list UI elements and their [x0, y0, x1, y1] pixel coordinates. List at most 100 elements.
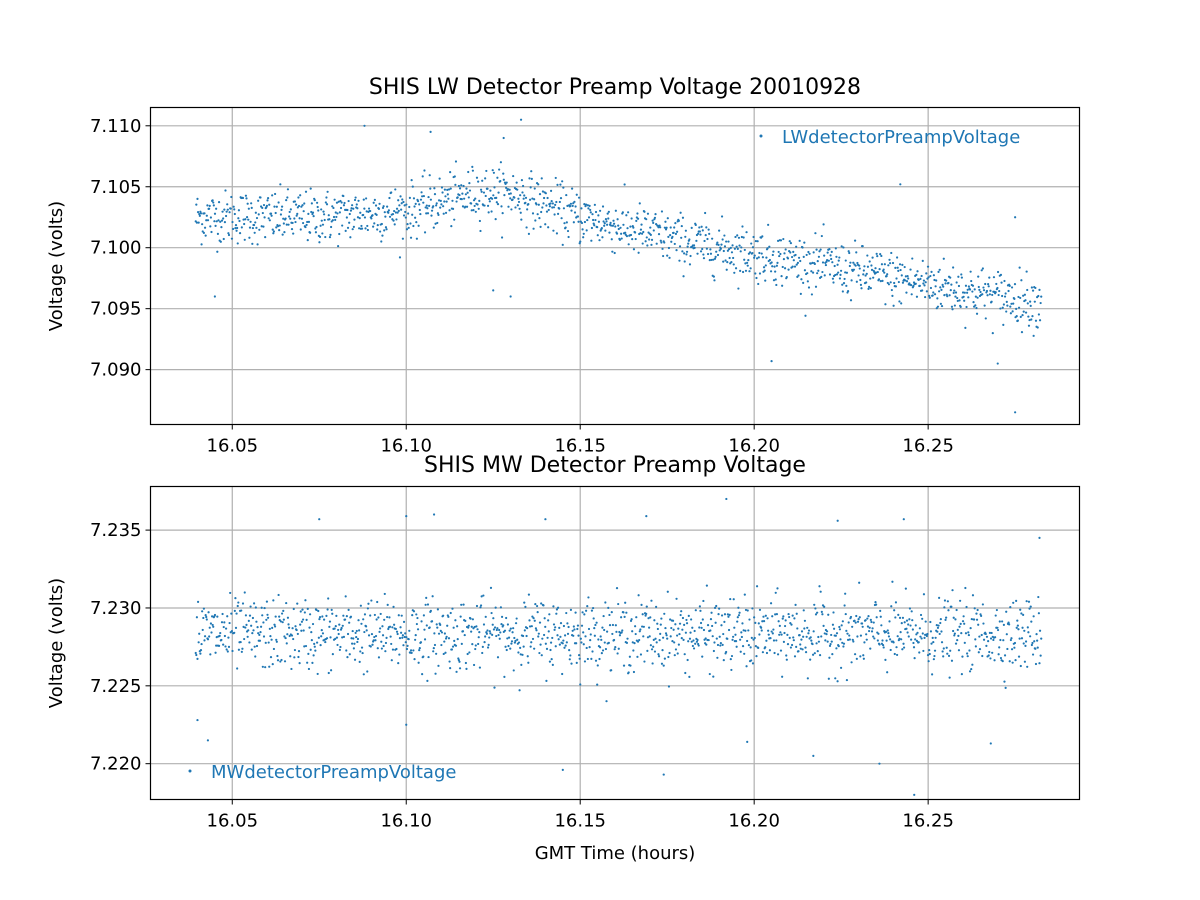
mw-data-point — [1002, 639, 1005, 642]
mw-data-point — [692, 639, 695, 642]
lw-data-point — [976, 296, 979, 299]
lw-data-point — [358, 217, 361, 220]
mw-data-point — [482, 623, 486, 626]
mw-data-point — [828, 656, 831, 659]
mw-data-point — [219, 631, 222, 635]
mw-data-point — [754, 645, 757, 648]
mw-data-point — [477, 642, 480, 646]
mw-data-point — [712, 675, 715, 678]
mw-data-point — [583, 660, 587, 663]
lw-data-point — [736, 234, 739, 237]
mw-data-point — [814, 607, 817, 610]
mw-data-point — [600, 652, 603, 655]
mw-data-point — [302, 629, 305, 632]
mw-data-point — [928, 652, 931, 656]
lw-data-point — [324, 201, 327, 204]
lw-data-point — [203, 212, 206, 215]
mw-data-point — [400, 614, 403, 617]
mw-data-point — [1005, 610, 1008, 613]
lw-data-point — [414, 202, 417, 206]
lw-data-point — [1003, 295, 1007, 298]
lw-data-point — [748, 251, 752, 254]
mw-data-point — [344, 595, 347, 598]
mw-data-point — [897, 613, 900, 616]
mw-data-point — [835, 647, 838, 650]
mw-data-point — [837, 645, 840, 648]
lw-data-point — [1025, 270, 1028, 273]
lw-data-point — [937, 270, 940, 273]
mw-data-point — [328, 620, 332, 623]
lw-data-point — [699, 233, 702, 236]
mw-data-point — [463, 633, 466, 637]
mw-data-point — [579, 637, 582, 640]
mw-data-point — [878, 643, 881, 646]
lw-data-point — [204, 234, 207, 237]
lw-data-point — [400, 208, 403, 211]
mw-data-point — [640, 603, 643, 606]
lw-data-point — [363, 124, 366, 127]
lw-data-point — [288, 210, 291, 214]
mw-data-point — [437, 632, 441, 635]
mw-data-point — [778, 633, 781, 636]
lw-data-point — [219, 220, 222, 223]
lw-data-point — [882, 268, 885, 271]
lw-data-point — [610, 238, 613, 241]
lw-data-point — [858, 264, 861, 267]
lw-data-point — [627, 243, 630, 246]
lw-grid — [150, 107, 1080, 425]
lw-data-point — [814, 285, 818, 288]
mw-data-point — [565, 611, 568, 615]
mw-data-point — [594, 659, 598, 662]
lw-data-point — [472, 199, 476, 202]
mw-data-point — [210, 615, 214, 618]
lw-data-point — [326, 190, 329, 193]
mw-data-point — [457, 657, 460, 660]
lw-data-point — [762, 266, 766, 269]
lw-data-point — [251, 242, 254, 245]
lw-data-point — [271, 194, 274, 197]
lw-data-point — [263, 216, 266, 219]
lw-data-point — [723, 245, 727, 248]
lw-data-point — [594, 218, 597, 222]
lw-data-point — [548, 205, 552, 208]
mw-data-point — [489, 586, 493, 589]
lw-y-axis-label: Voltage (volts) — [46, 201, 67, 331]
lw-data-point — [603, 222, 606, 225]
lw-data-point — [941, 283, 944, 286]
lw-data-point — [966, 291, 969, 294]
mw-data-point — [957, 634, 960, 638]
mw-data-point — [892, 641, 895, 644]
mw-data-point — [273, 623, 276, 626]
mw-data-point — [519, 646, 522, 650]
mw-data-point — [732, 635, 735, 638]
mw-data-point — [1038, 536, 1041, 539]
mw-data-point — [233, 631, 236, 634]
mw-data-point — [223, 634, 227, 638]
mw-data-point — [211, 623, 214, 627]
mw-data-point — [231, 649, 234, 653]
lw-data-point — [409, 222, 412, 225]
mw-data-point — [414, 638, 417, 641]
mw-data-point — [764, 646, 767, 649]
lw-data-point — [566, 204, 569, 207]
lw-data-point — [985, 289, 989, 293]
lw-data-point — [590, 239, 593, 242]
mw-data-point — [1011, 661, 1014, 664]
lw-data-point — [764, 264, 767, 267]
lw-data-point — [1010, 286, 1014, 289]
lw-data-point — [720, 243, 723, 246]
lw-data-point — [773, 265, 776, 268]
lw-data-point — [392, 219, 395, 222]
mw-data-point — [542, 633, 546, 637]
lw-data-point — [939, 302, 942, 305]
mw-data-point — [742, 629, 745, 632]
mw-data-point — [735, 645, 738, 648]
lw-data-point — [683, 252, 686, 255]
lw-data-point — [644, 240, 647, 243]
lw-scatter-points — [194, 118, 1043, 414]
lw-data-point — [632, 248, 636, 251]
mw-data-point — [386, 603, 389, 606]
lw-data-point — [224, 189, 227, 192]
mw-data-point — [360, 646, 364, 649]
lw-data-point — [491, 197, 494, 200]
